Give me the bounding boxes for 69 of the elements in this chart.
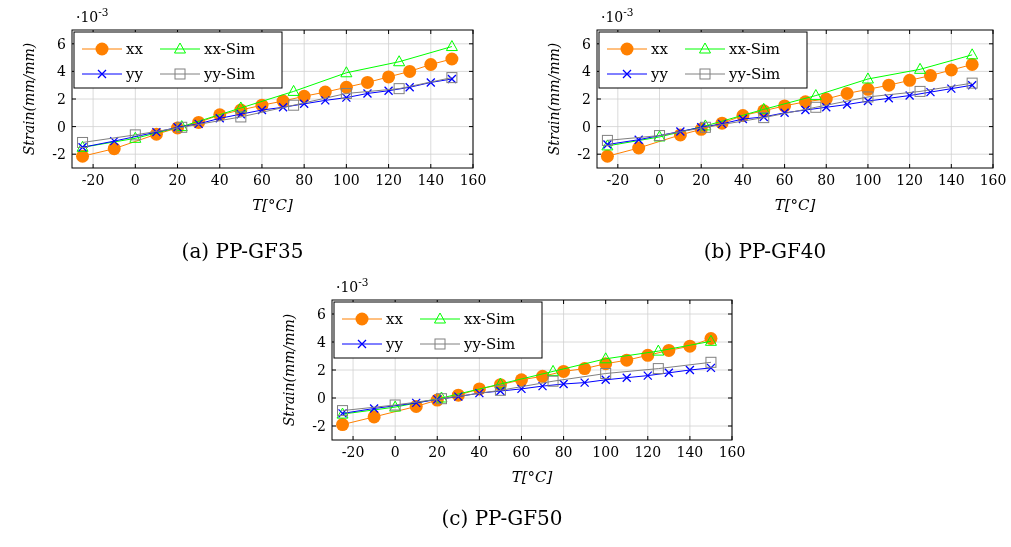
- x-tick-label: -20: [606, 172, 630, 188]
- y-tick-label: 4: [582, 63, 592, 80]
- x-tick-label: 60: [253, 172, 271, 188]
- x-tick-label: 40: [210, 172, 229, 188]
- x-tick-label: 100: [333, 172, 360, 188]
- x-axis-title: T[°C]: [511, 468, 553, 486]
- x-tick-label: 20: [168, 172, 187, 188]
- x-tick-label: 60: [775, 172, 794, 188]
- text: ·10$^{-3}$: [76, 6, 109, 25]
- legend-label: yy: [385, 335, 404, 353]
- x-tick-label: 40: [733, 172, 752, 188]
- y-tick-label: 6: [317, 306, 327, 322]
- text: (b) PP-GF40: [703, 239, 827, 263]
- y-tick-label: 0: [317, 390, 326, 406]
- x-tick-label: 20: [428, 444, 447, 460]
- x-tick-label: 100: [592, 444, 620, 460]
- x-tick-label: 80: [554, 444, 573, 460]
- text: ·10$^{-3}$: [336, 276, 369, 295]
- legend-label: yy: [125, 65, 144, 83]
- x-tick-label: 120: [896, 172, 923, 188]
- legend-label: yy-Sim: [728, 65, 781, 83]
- y-tick-label: 2: [57, 91, 66, 107]
- x-tick-label: 160: [979, 172, 1007, 188]
- y-tick-label: 4: [317, 334, 327, 350]
- x-tick-label: 160: [459, 172, 487, 188]
- y-axis-title: Strain(mm/mm): [281, 313, 297, 427]
- y-tick-label: 2: [582, 91, 591, 107]
- y-tick-label: 0: [582, 118, 591, 135]
- y-tick-label: 4: [57, 63, 67, 80]
- y-tick-label: 6: [582, 35, 592, 52]
- x-axis-title: T[°C]: [774, 196, 816, 214]
- y-tick-label: 2: [317, 362, 326, 378]
- x-tick-label: 0: [655, 172, 664, 188]
- x-tick-label: 40: [470, 444, 489, 460]
- x-tick-label: -20: [81, 172, 105, 188]
- legend-label: xx: [651, 40, 669, 58]
- x-tick-label: 140: [417, 172, 445, 188]
- legend-label: xx: [126, 40, 144, 58]
- text: (a) PP-GF35: [181, 239, 304, 263]
- y-tick-label: -2: [52, 146, 66, 163]
- x-tick-label: 80: [817, 172, 836, 188]
- legend-label: yy: [650, 65, 669, 83]
- y-tick-label: -2: [577, 146, 591, 163]
- x-tick-label: 20: [692, 172, 711, 188]
- y-tick-label: -2: [312, 418, 326, 434]
- legend-label: yy-Sim: [203, 65, 256, 83]
- y-axis-title: Strain(mm/mm): [21, 42, 37, 156]
- x-tick-label: 60: [512, 444, 531, 460]
- x-axis-title: T[°C]: [252, 196, 293, 214]
- legend-label: xx: [386, 310, 404, 328]
- x-tick-label: 0: [130, 172, 140, 188]
- x-tick-label: 80: [295, 172, 314, 188]
- y-tick-label: 6: [57, 35, 67, 52]
- text: (c) PP-GF50: [441, 506, 563, 530]
- x-tick-label: 140: [676, 444, 704, 460]
- text: ·10$^{-3}$: [601, 6, 634, 25]
- x-tick-label: 100: [854, 172, 882, 188]
- legend-label: xx-Sim: [729, 40, 781, 58]
- x-tick-label: 140: [937, 172, 965, 188]
- x-tick-label: 120: [375, 172, 402, 188]
- x-tick-label: 120: [634, 444, 662, 460]
- y-axis-title: Strain(mm/mm): [546, 42, 562, 156]
- legend-label: xx-Sim: [204, 40, 256, 58]
- x-tick-label: -20: [341, 444, 365, 460]
- x-tick-label: 160: [718, 444, 746, 460]
- legend-label: yy-Sim: [463, 335, 516, 353]
- legend-label: xx-Sim: [464, 310, 516, 328]
- x-tick-label: 0: [390, 444, 400, 460]
- y-tick-label: 0: [57, 118, 66, 135]
